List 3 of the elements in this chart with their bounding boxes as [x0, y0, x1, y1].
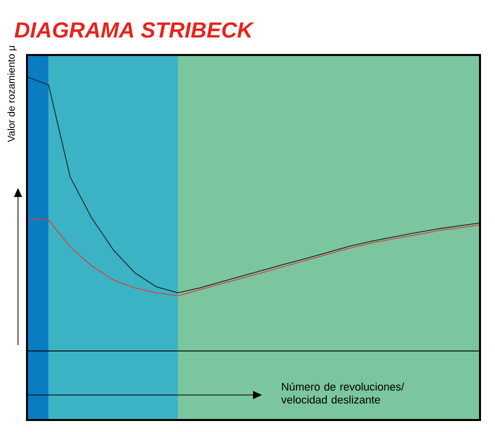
chart-title: DIAGRAMA STRIBECK [14, 22, 254, 38]
x-axis-title: Número de revoluciones/ velocidad deslizante [281, 382, 404, 404]
y-axis-title: Valor de rozamiento μ [7, 46, 17, 142]
